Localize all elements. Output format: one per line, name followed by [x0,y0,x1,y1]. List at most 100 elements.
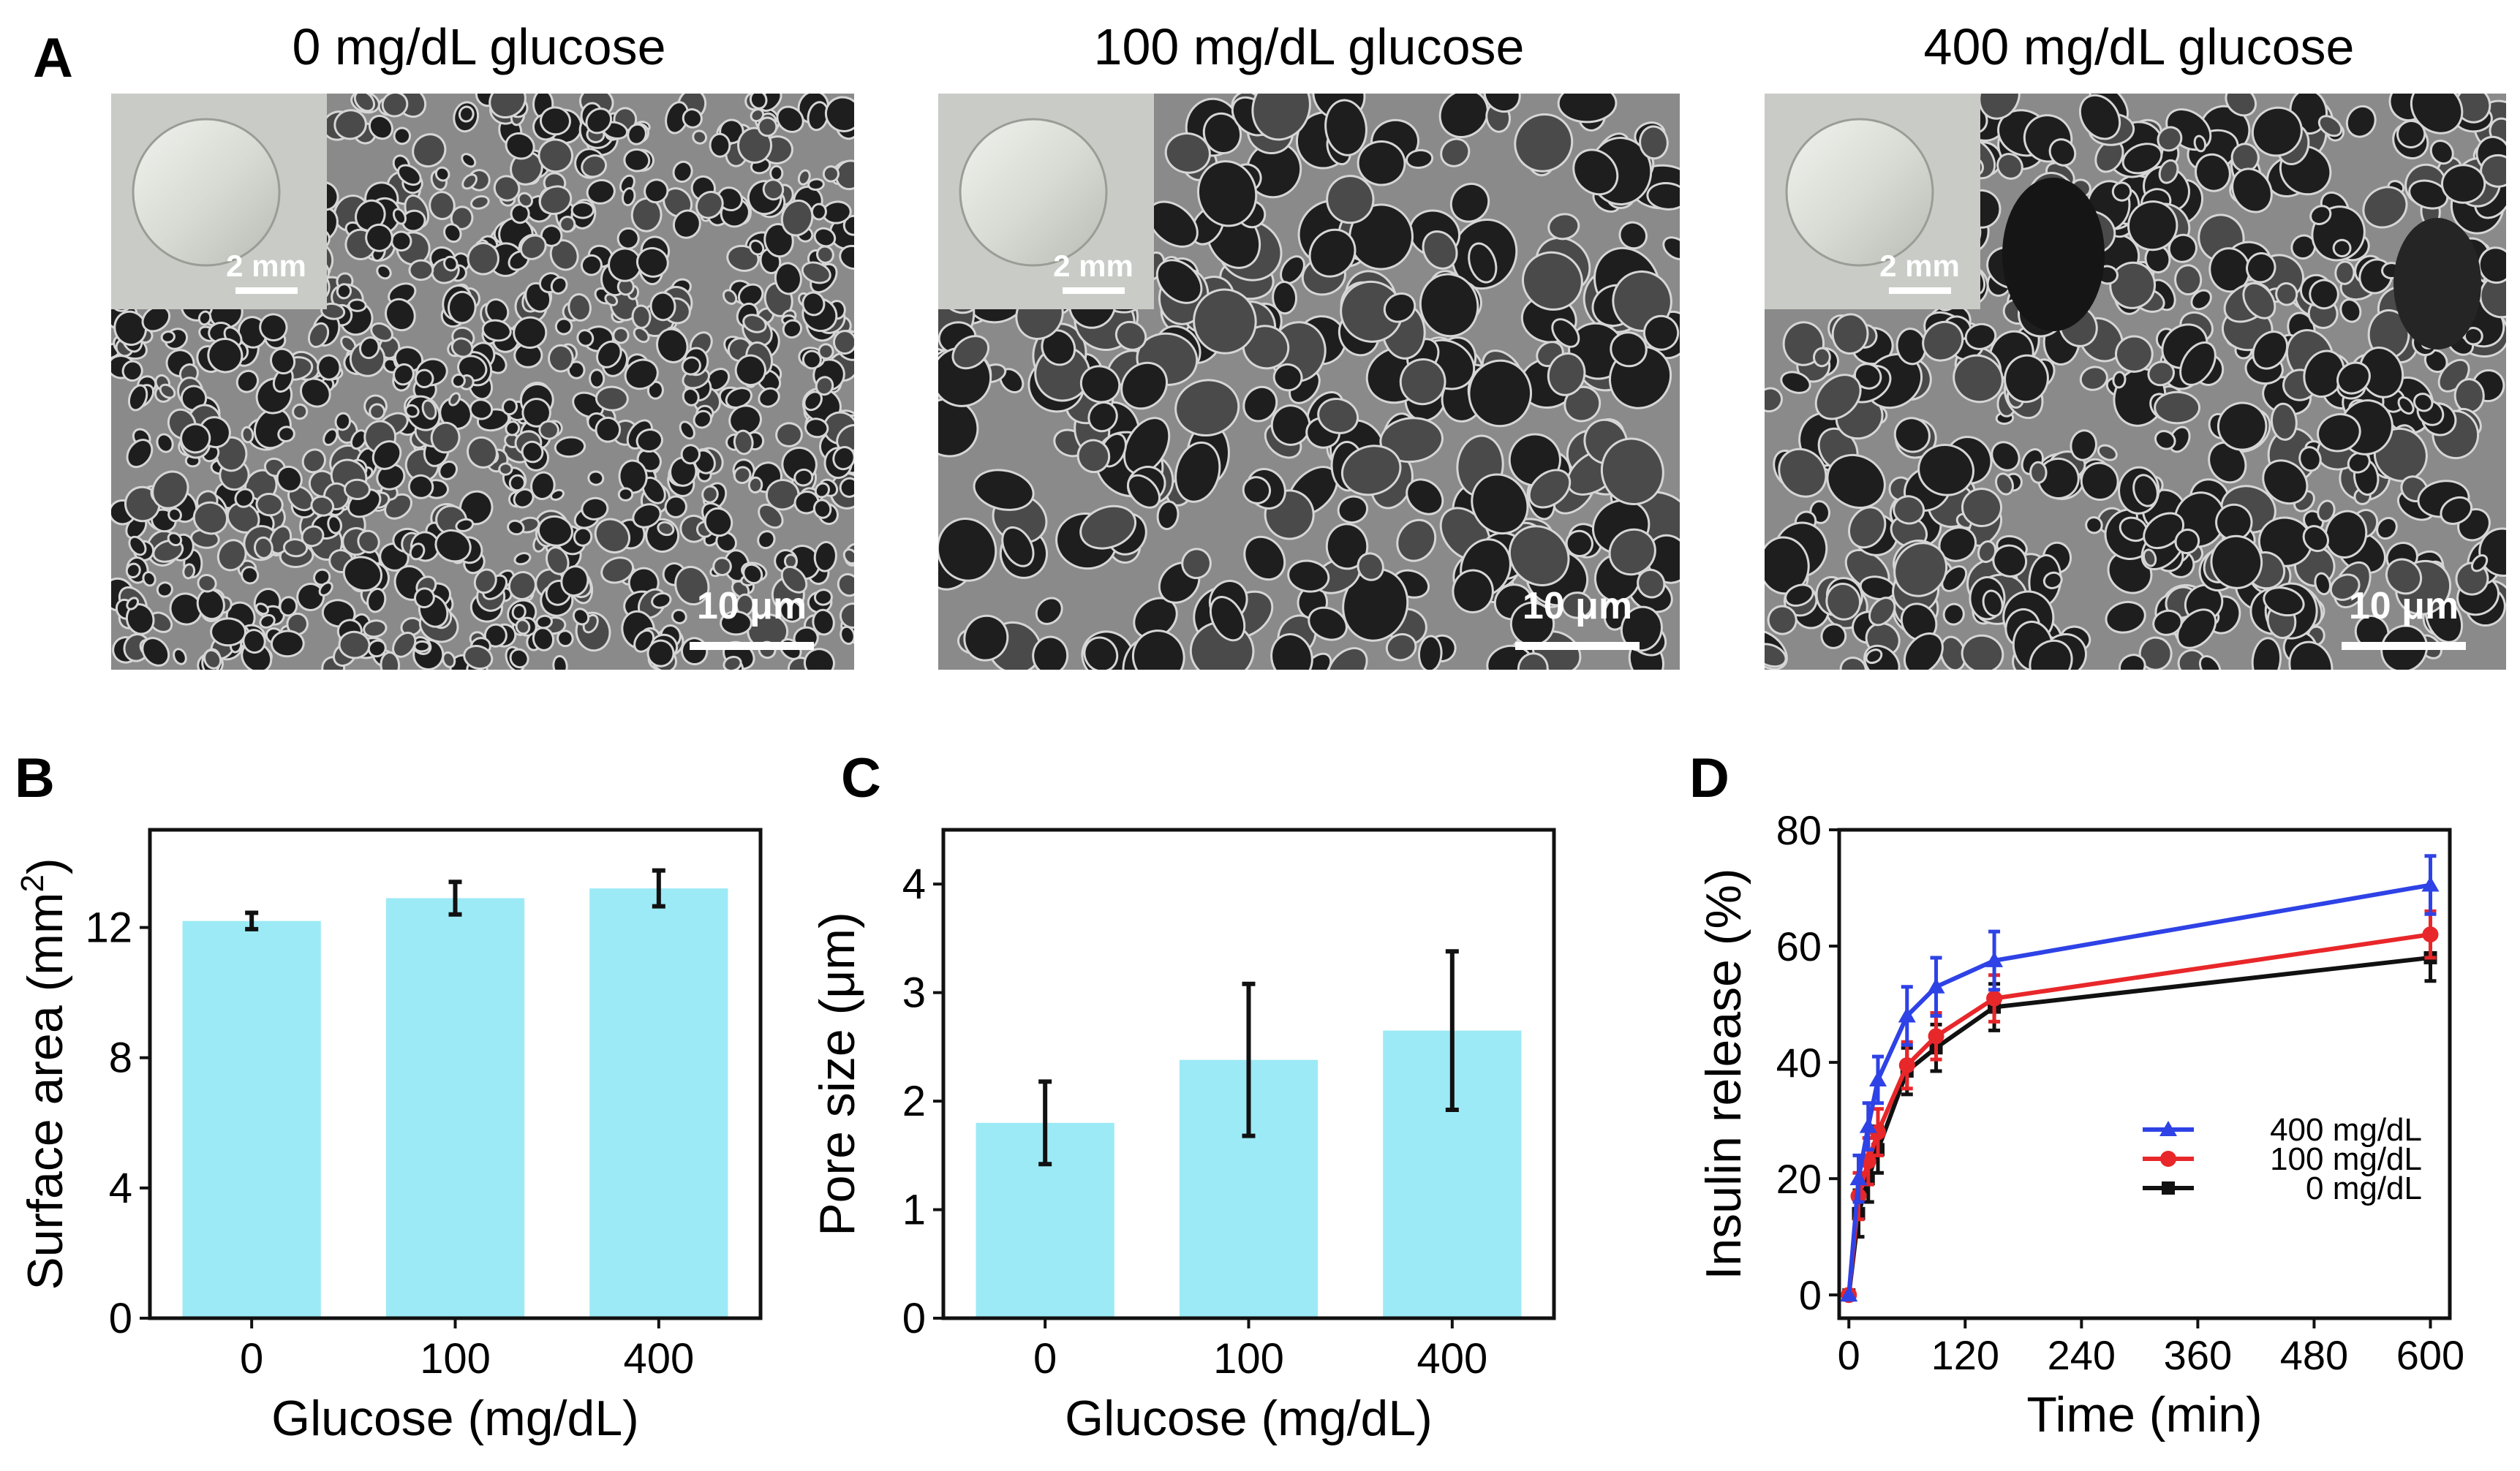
sem-pore [759,532,774,548]
sem-pore [2410,181,2447,208]
sem-pore [1085,638,1117,670]
sem-pore [674,211,699,237]
sem-pore [2156,432,2174,448]
sem-pore [432,423,459,452]
sem-pore [2481,276,2506,317]
sem-pore [597,387,627,409]
sem-pore [491,94,524,117]
sem-pore [776,264,800,293]
sem-pore [777,424,801,445]
bar-400 [589,888,728,1318]
sem-pore [2264,461,2306,503]
sem-pore [551,241,577,269]
sem-pore [415,642,429,651]
sem-pore [1344,570,1407,640]
sem-pore [817,378,832,394]
sem-pore [1993,443,2018,469]
sem-pore [460,107,472,121]
sem-pore [2361,349,2402,396]
sem-pore [1814,349,1829,366]
sem-pore [144,573,154,585]
sem-pore [938,400,977,455]
sem-pore [198,590,223,619]
sem-pore [2254,333,2287,368]
sem-pore [515,490,532,507]
sem-pore [445,225,460,241]
sem-pore [1566,387,1599,420]
y-tick-label-40: 40 [1776,1040,1822,1086]
sem-scale-label: 10 μm [2349,585,2459,627]
sem-pore [766,225,792,256]
sem-pore [2432,141,2452,163]
bar-100 [385,898,525,1318]
sem-pore [1567,532,1591,556]
sem-pore [279,428,293,440]
sem-pore [841,479,854,496]
sem-pore [2316,574,2329,594]
sem-pore [1470,361,1531,426]
sem-pore [200,312,210,324]
sem-pore [444,653,454,666]
sem-pore [818,247,832,262]
sem-pore [509,521,523,534]
sem-pore [1833,315,1867,353]
sem-pore [667,103,687,132]
sem-pore [815,229,834,246]
sem-pore [239,318,266,347]
sem-pore [619,229,638,248]
sem-pore [116,312,146,344]
sem-pore [767,480,798,509]
sem-pore [2412,94,2461,132]
sem-pore [1898,330,1925,363]
sem-pore [500,464,511,474]
sem-pore [782,567,806,591]
y-tick-label-60: 60 [1776,923,1822,969]
sem-pore [2051,140,2075,165]
sem-pore [609,249,640,280]
sem-pore [1648,536,1680,582]
sem-pore [719,189,742,210]
sem-pore [1828,455,1884,507]
sem-pore [361,339,378,358]
sem-pore [510,476,524,490]
sem-pore [507,134,533,158]
sem-pore [1339,497,1367,522]
sem-pore [336,111,365,138]
sem-pore [487,300,508,322]
sem-pore [804,293,823,314]
sem-pore [1274,282,1296,313]
sem-pore [573,203,592,217]
sem-pore [1150,203,1196,246]
sem-pore [483,321,510,340]
sem-pore [784,321,801,337]
sem-pore [1381,419,1441,461]
sem-pore [195,503,227,533]
sem-pore [619,279,633,294]
sem-pore [272,632,303,656]
sem-pore [2349,453,2369,472]
x-axis-label: Glucose (mg/dL) [1065,1391,1433,1446]
sem-pore [711,135,729,156]
sem-pore [826,98,854,130]
sem-pore [717,533,735,551]
sem-pore [644,478,664,502]
sem-pore [574,610,588,624]
sem-pore [1158,502,1177,529]
series-400-mg-dl [1840,854,2440,1302]
sem-pore [192,531,218,547]
sem-pore [587,110,611,132]
sem-pore [2217,505,2251,540]
sem-pore [1602,439,1662,504]
plot-frame [941,828,1556,1320]
sem-pore [2233,145,2257,170]
sem-pore [938,520,995,580]
sem-pore [2124,145,2161,173]
panel-letter-d: D [1689,747,1729,809]
sem-pore [342,337,355,351]
sem-pore [2170,235,2195,261]
sem-pore [1940,529,1975,560]
sem-pore [722,612,750,634]
sem-pore [298,584,323,610]
